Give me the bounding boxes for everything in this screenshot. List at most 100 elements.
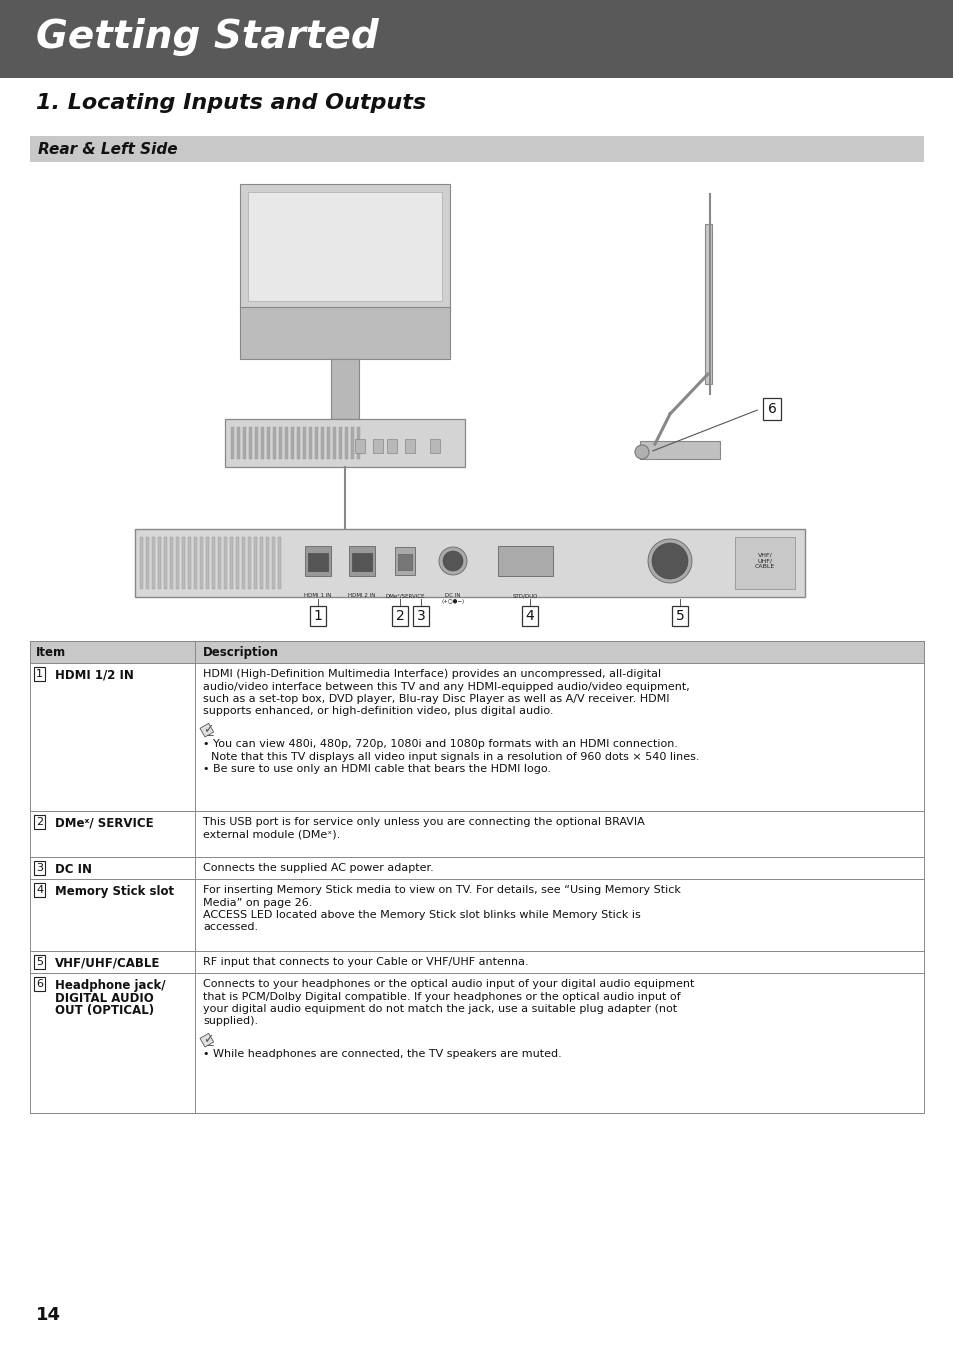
Bar: [248, 537, 252, 589]
Circle shape: [438, 546, 467, 575]
Bar: [320, 427, 324, 458]
Text: Note that this TV displays all video input signals in a resolution of 960 dots ×: Note that this TV displays all video inp…: [211, 751, 699, 762]
Bar: [236, 427, 240, 458]
Text: external module (DMeˣ).: external module (DMeˣ).: [203, 830, 340, 839]
Text: RF input that connects to your Cable or VHF/UHF antenna.: RF input that connects to your Cable or …: [203, 957, 528, 967]
Text: STD/DUO: STD/DUO: [512, 593, 537, 598]
Text: 4: 4: [525, 609, 534, 622]
Bar: [242, 537, 245, 589]
Bar: [309, 427, 312, 458]
Bar: [235, 537, 239, 589]
Bar: [224, 537, 227, 589]
Text: Rear & Left Side: Rear & Left Side: [38, 141, 177, 156]
Text: 3: 3: [416, 609, 425, 622]
Text: HDMI 1 IN: HDMI 1 IN: [304, 593, 332, 598]
Text: VHF/
UHF/
CABLE: VHF/ UHF/ CABLE: [754, 553, 774, 570]
Bar: [240, 184, 450, 309]
Bar: [200, 1033, 213, 1047]
Bar: [373, 439, 382, 453]
Bar: [140, 537, 143, 589]
Bar: [212, 537, 215, 589]
Bar: [704, 224, 711, 384]
Bar: [260, 537, 263, 589]
Bar: [0, 0, 953, 79]
Text: DIGITAL AUDIO: DIGITAL AUDIO: [55, 991, 153, 1005]
Bar: [158, 537, 161, 589]
Circle shape: [647, 538, 691, 583]
Bar: [430, 439, 439, 453]
Bar: [193, 537, 197, 589]
Text: 1. Locating Inputs and Outputs: 1. Locating Inputs and Outputs: [36, 94, 426, 113]
Bar: [30, 951, 923, 974]
Text: HDMI 1/2 IN: HDMI 1/2 IN: [55, 669, 133, 682]
Bar: [314, 427, 317, 458]
Bar: [240, 306, 450, 359]
Text: HDMI (High-Definition Multimedia Interface) provides an uncompressed, all-digita: HDMI (High-Definition Multimedia Interfa…: [203, 669, 660, 679]
Circle shape: [635, 445, 648, 458]
Bar: [225, 419, 464, 466]
Bar: [349, 546, 375, 576]
Text: Connects the supplied AC power adapter.: Connects the supplied AC power adapter.: [203, 862, 434, 873]
Circle shape: [442, 551, 462, 571]
Text: OUT (OPTICAL): OUT (OPTICAL): [55, 1003, 154, 1017]
Text: 5: 5: [36, 957, 43, 967]
Bar: [734, 537, 794, 589]
Bar: [267, 427, 270, 458]
Text: your digital audio equipment do not match the jack, use a suitable plug adapter : your digital audio equipment do not matc…: [203, 1003, 677, 1014]
Text: DC IN
(+○●−): DC IN (+○●−): [441, 593, 464, 603]
Text: HDMI 2 IN: HDMI 2 IN: [348, 593, 375, 598]
Bar: [345, 427, 348, 458]
Text: This USB port is for service only unless you are connecting the optional BRAVIA: This USB port is for service only unless…: [203, 818, 644, 827]
Text: 1: 1: [36, 669, 43, 679]
Bar: [308, 553, 328, 571]
Bar: [243, 427, 246, 458]
Text: Description: Description: [203, 645, 278, 659]
Text: supports enhanced, or high-definition video, plus digital audio.: supports enhanced, or high-definition vi…: [203, 706, 553, 716]
Bar: [285, 427, 288, 458]
Text: such as a set-top box, DVD player, Blu-ray Disc Player as well as A/V receiver. : such as a set-top box, DVD player, Blu-r…: [203, 694, 669, 704]
Bar: [333, 427, 335, 458]
Bar: [497, 546, 553, 576]
Text: 14: 14: [36, 1306, 61, 1323]
Bar: [352, 553, 372, 571]
Bar: [277, 537, 281, 589]
Bar: [273, 427, 275, 458]
Bar: [355, 439, 365, 453]
Text: Getting Started: Getting Started: [36, 18, 378, 56]
Bar: [30, 136, 923, 161]
Bar: [356, 427, 359, 458]
Text: 1: 1: [314, 609, 322, 622]
Bar: [200, 723, 213, 738]
Text: 6: 6: [767, 401, 776, 416]
Bar: [152, 537, 155, 589]
Bar: [296, 427, 299, 458]
Text: Item: Item: [36, 645, 66, 659]
Bar: [200, 537, 203, 589]
Text: VHF/UHF/CABLE: VHF/UHF/CABLE: [55, 957, 160, 970]
Bar: [272, 537, 275, 589]
Bar: [249, 427, 252, 458]
Text: DMeˣ/SERVICE: DMeˣ/SERVICE: [385, 593, 424, 598]
Bar: [230, 537, 233, 589]
Bar: [30, 974, 923, 1113]
Text: supplied).: supplied).: [203, 1017, 258, 1026]
Bar: [182, 537, 185, 589]
Bar: [291, 427, 294, 458]
Bar: [327, 427, 330, 458]
Text: 6: 6: [36, 979, 43, 989]
Text: Media” on page 26.: Media” on page 26.: [203, 898, 312, 907]
Bar: [206, 537, 210, 589]
Bar: [218, 537, 221, 589]
Bar: [30, 811, 923, 857]
Text: 2: 2: [395, 609, 404, 622]
Text: ✓̲: ✓̲: [203, 723, 213, 736]
Bar: [331, 359, 358, 419]
Bar: [248, 193, 441, 301]
Bar: [405, 439, 415, 453]
Text: Connects to your headphones or the optical audio input of your digital audio equ: Connects to your headphones or the optic…: [203, 979, 694, 989]
Text: 3: 3: [36, 862, 43, 873]
Bar: [266, 537, 269, 589]
Text: ✓̲: ✓̲: [203, 1033, 213, 1045]
Text: For inserting Memory Stick media to view on TV. For details, see “Using Memory S: For inserting Memory Stick media to view…: [203, 885, 680, 895]
Bar: [338, 427, 341, 458]
